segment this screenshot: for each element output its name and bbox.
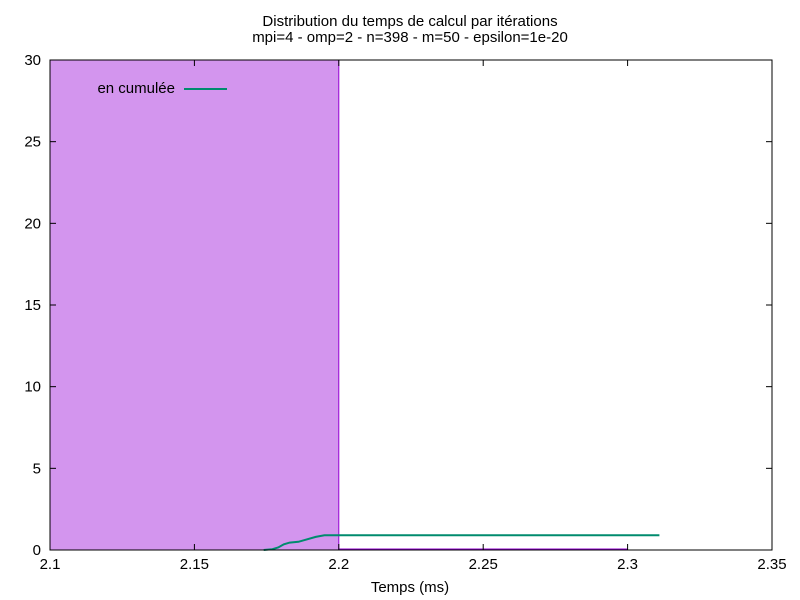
histogram-bars xyxy=(49,59,628,551)
legend-label: en cumulée xyxy=(97,80,175,97)
x-tick-label: 2.15 xyxy=(180,556,209,573)
x-tick-label: 2.3 xyxy=(617,556,638,573)
y-tick-label: 10 xyxy=(24,379,41,396)
x-axis-label: Temps (ms) xyxy=(371,579,449,596)
x-tick-label: 2.2 xyxy=(328,556,349,573)
chart-title: Distribution du temps de calcul par itér… xyxy=(262,13,557,30)
x-tick-label: 2.25 xyxy=(469,556,498,573)
x-tick-label: 2.35 xyxy=(757,556,786,573)
histogram-bar-0 xyxy=(49,59,340,551)
y-tick-label: 30 xyxy=(24,52,41,69)
cumulative-line xyxy=(263,534,660,551)
y-tick-label: 25 xyxy=(24,134,41,151)
cumulative-line-layer xyxy=(263,534,660,551)
y-tick-label: 15 xyxy=(24,297,41,314)
x-axis: 2.1 2.15 2.2 2.25 2.3 2.35 xyxy=(40,60,787,573)
x-tick-label: 2.1 xyxy=(40,556,61,573)
y-tick-label: 5 xyxy=(33,460,41,477)
y-axis: 0 5 10 15 20 25 30 xyxy=(24,52,772,559)
y-tick-label: 0 xyxy=(33,542,41,559)
legend: en cumulée xyxy=(97,80,227,97)
chart-subtitle: mpi=4 - omp=2 - n=398 - m=50 - epsilon=1… xyxy=(252,29,568,46)
y-tick-label: 20 xyxy=(24,215,41,232)
